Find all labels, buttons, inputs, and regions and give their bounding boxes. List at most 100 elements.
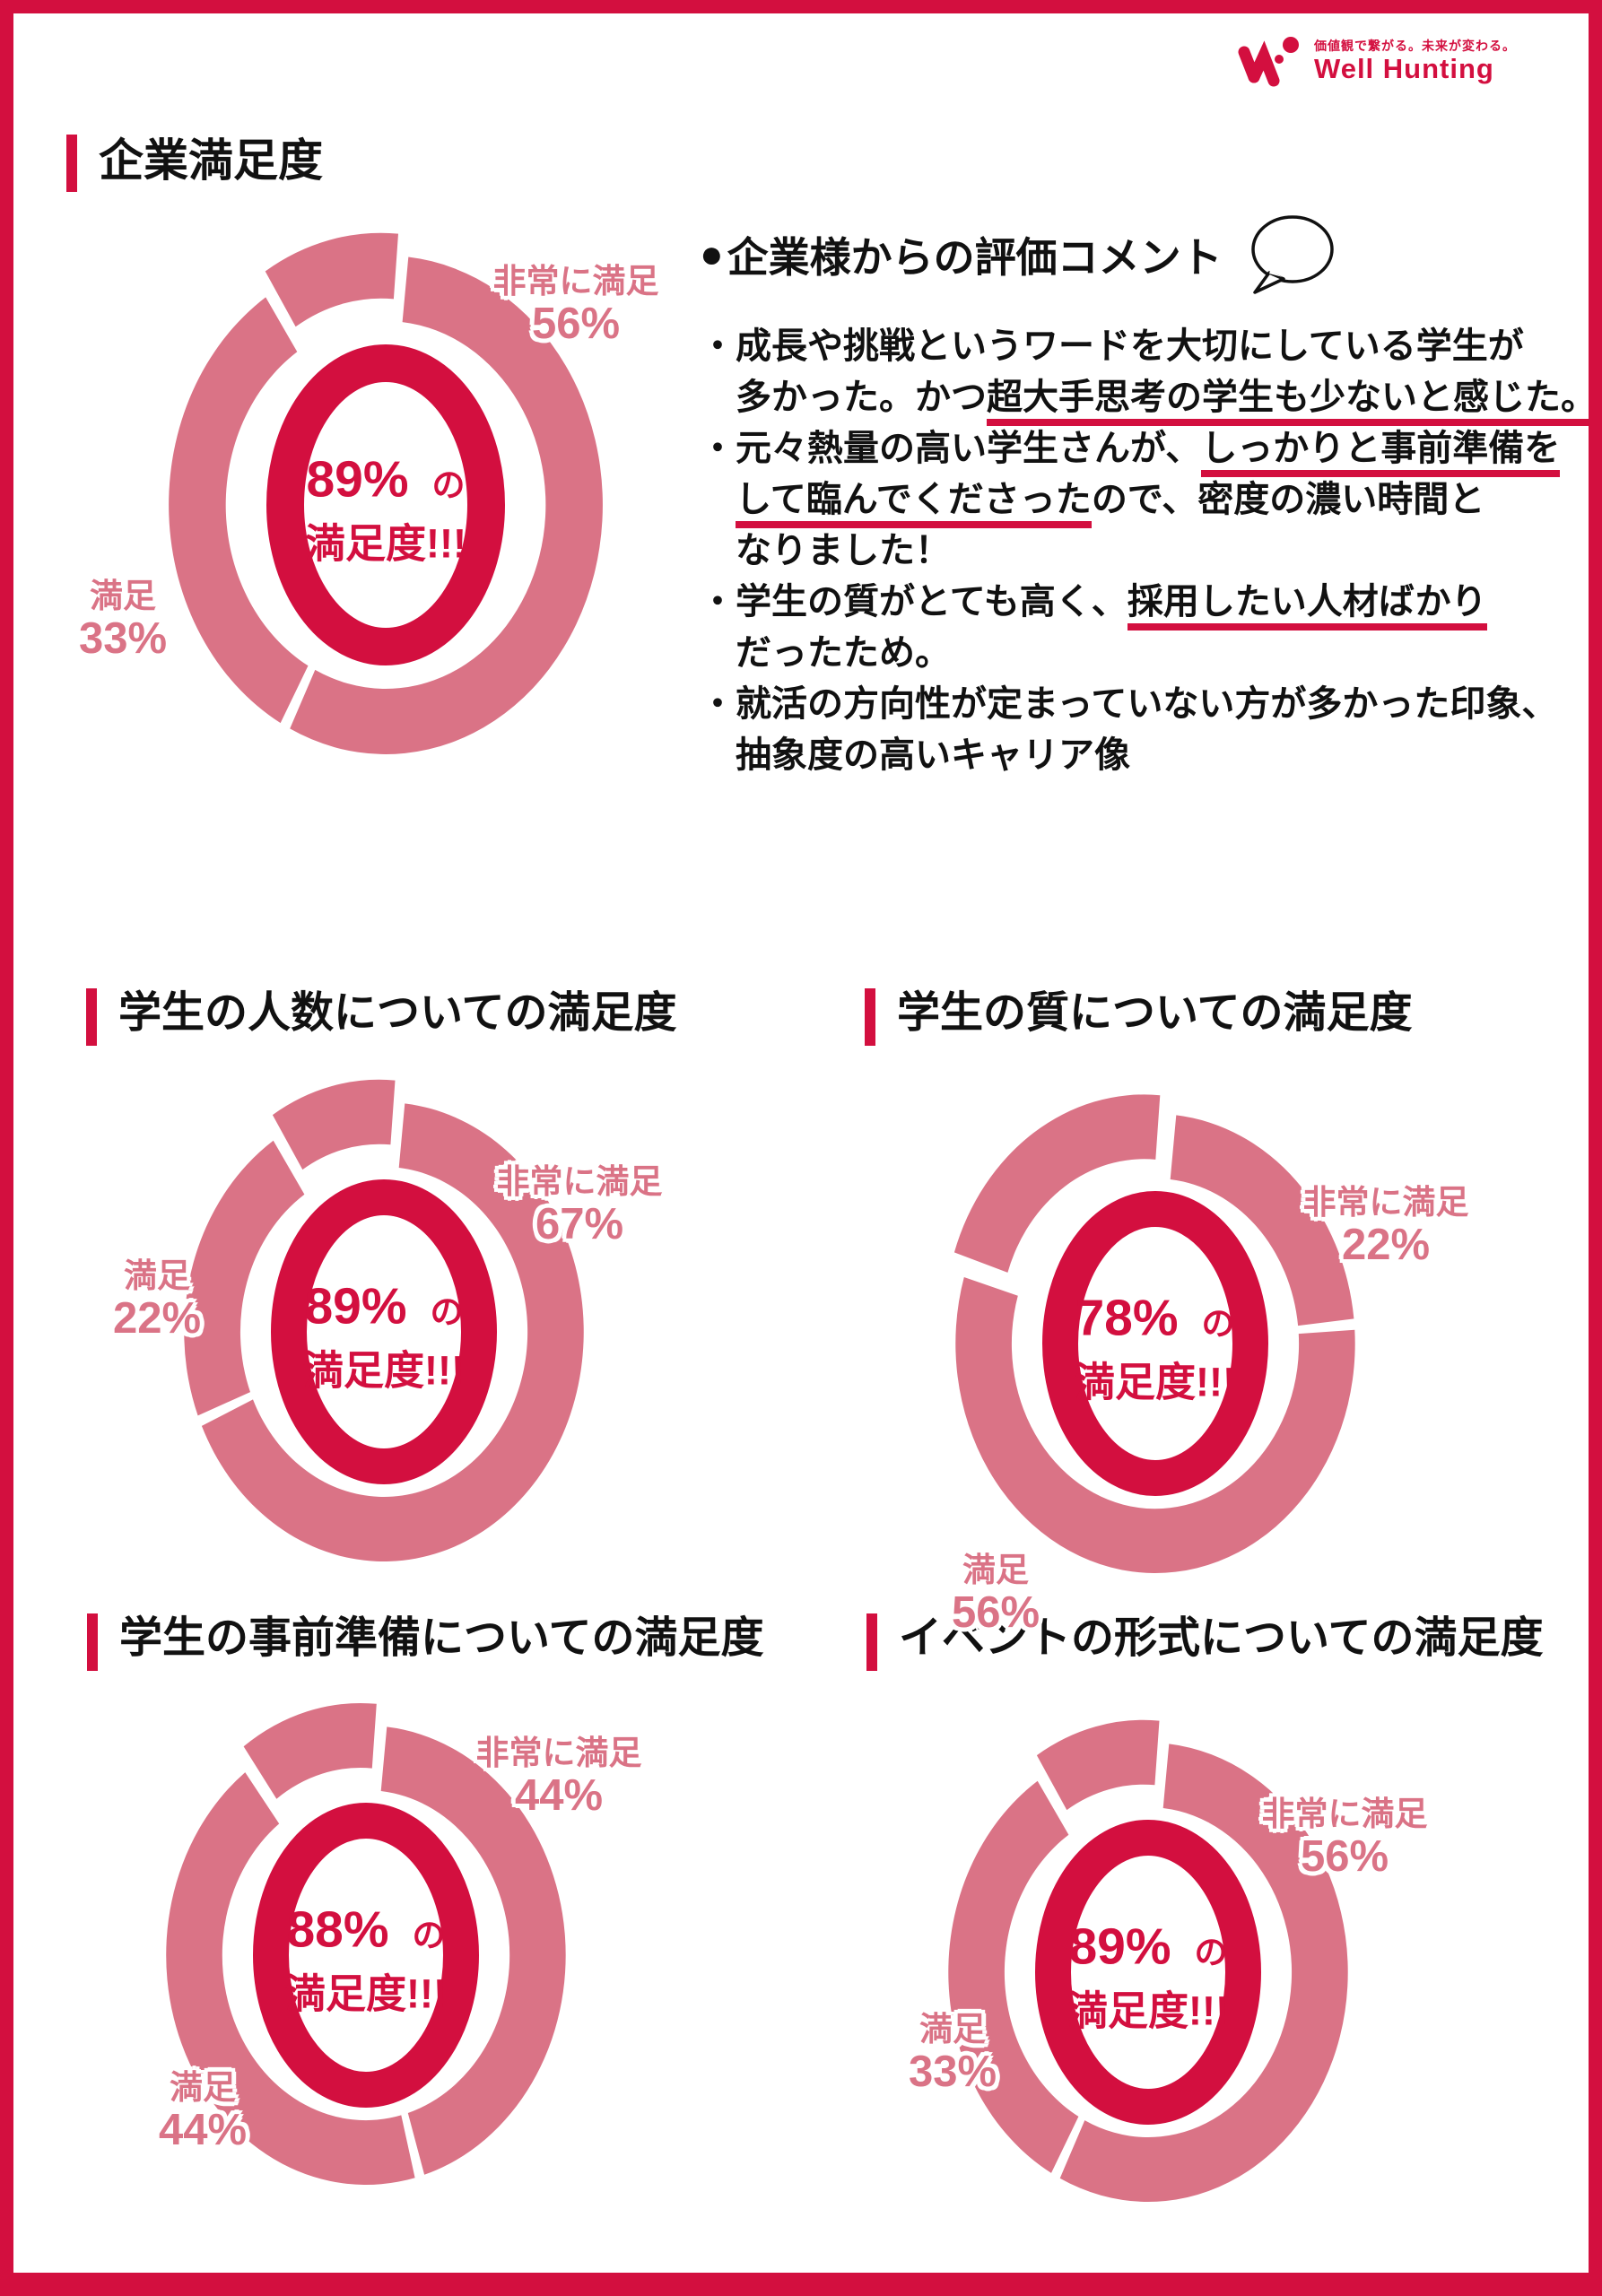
underlined-text: しっかりと事前準備を [1201,429,1561,477]
slice-label-name: 満足 [89,577,156,614]
slice-label-name: 非常に満足 [496,1162,663,1200]
slice-label-percent: 33% [908,2048,997,2097]
donut-inner-ring [1035,1820,1261,2125]
comments-heading: ● 企業様からの評価コメント [700,213,1588,296]
donut-slice-very-satisfied [1170,1115,1354,1326]
center-subtext: 満足度!!! [1067,1987,1229,2034]
donut-center-text: 89% の満足度!!! [987,1914,1310,2039]
label-very-satisfied: 非常に満足 56% [493,263,659,349]
section-title-student-quality: 学生の質についての満足度 [865,987,1413,1046]
donut-slice-satisfied [184,1140,305,1416]
title-accent-bar [866,1613,877,1671]
label-very-satisfied: 非常に満足 44% [476,1735,642,1821]
section-heading: イベントの形式についての満足度 [899,1614,1544,1662]
slice-label-percent: 44% [158,2106,248,2155]
label-satisfied: 満足 33% [79,578,167,664]
comment-line: なりました！ [736,531,951,570]
donut-slice-satisfied [166,1772,415,2186]
center-subtext: 満足度!!! [303,1347,465,1394]
donut-inner-ring [271,1179,497,1484]
donut-slice-satisfied [169,297,309,724]
page-title: 企業満足度 [99,135,323,186]
speech-bubble-icon [1250,215,1334,294]
center-particle: の [412,1917,446,1954]
comments-panel: ● 企業様からの評価コメント ・成長や挑戦というワードを大切にしている学生が多か… [700,213,1597,781]
donut-center-text: 89% の満足度!!! [224,447,547,571]
donut-slice-remainder-exploded [272,1079,396,1170]
comments-list: ・成長や挑戦というワードを大切にしている学生が多かった。かつ超大手思考の学生も少… [700,321,1597,781]
section-title-event-format: イベントの形式についての満足度 [866,1612,1544,1671]
center-subtext: 満足度!!! [305,520,466,567]
slice-label-percent: 44% [514,1771,604,1821]
donut-slice-remainder-exploded [243,1702,377,1799]
donut-slice-remainder-exploded [265,232,398,327]
center-particle: の [430,1293,464,1331]
center-value: 88% [286,1900,389,1959]
comment-line: ・就活の方向性が定まっていない方が多かった印象、 [700,684,1558,724]
comment-line: 抽象度の高いキャリア像 [736,735,1130,775]
center-particle: の [431,466,466,504]
label-satisfied: 満足 22% [113,1257,201,1344]
slice-label-name: 非常に満足 [492,262,659,300]
bullet-circle-icon: ● [700,232,724,276]
logo-tagline: 価値観で繋がる。未来が変わる。 [1314,39,1516,54]
well-hunting-logo: 価値観で繋がる。未来が変わる。 Well Hunting [1237,36,1516,88]
section-heading: 学生の質についての満足度 [897,989,1413,1037]
comment-line: して臨んでくださったので、密度の濃い時間と [700,474,1588,528]
frame-border-top [0,0,1602,13]
donut-slice-very-satisfied [380,1726,566,2175]
label-very-satisfied: 非常に満足 56% [1262,1796,1428,1882]
label-satisfied: 満足 44% [159,2069,247,2155]
donut-slice-satisfied [955,1277,1355,1574]
comment-line: ・学生の質がとても高く、採用したい人材ばかり [700,577,1588,631]
underlined-text: して臨んでくださった [736,480,1092,528]
donut-slice-very-satisfied [1059,1744,1348,2202]
label-very-satisfied: 非常に満足 67% [497,1163,663,1249]
slice-label-percent: 56% [951,1588,1040,1638]
comment-line: 多かった。かつ超大手思考の学生も少ないと感じた。 [700,372,1597,426]
donut-center-text: 88% の満足度!!! [205,1897,527,2022]
donut-slice-very-satisfied [290,257,603,754]
center-subtext: 満足度!!! [285,1970,447,2017]
donut-slice-remainder-exploded [1036,1719,1160,1811]
slice-label-name: 満足 [123,1257,190,1294]
slice-label-percent: 22% [1341,1221,1431,1270]
underlined-text: 採用したい人材ばかり [1127,582,1487,631]
slice-label-percent: 56% [531,300,621,349]
center-particle: の [1201,1305,1235,1343]
slice-label-name: 非常に満足 [1302,1183,1469,1221]
section-title-student-count: 学生の人数についての満足度 [86,987,677,1046]
comment-line: ・元々熱量の高い学生さんが、しっかりと事前準備を [700,423,1588,477]
underlined-text: 超大手思考の学生も少ないと感じた。 [987,378,1597,426]
title-accent-bar [66,135,77,192]
donut-inner-ring [1042,1191,1268,1496]
center-subtext: 満足度!!! [1075,1359,1236,1405]
center-value: 89% [304,1277,407,1335]
center-value: 89% [1068,1918,1171,1976]
slice-label-percent: 67% [535,1200,624,1249]
slice-label-percent: 33% [78,614,168,664]
section-heading: 学生の事前準備についての満足度 [119,1614,764,1662]
slice-label-name: 非常に満足 [475,1734,642,1771]
section-title-overall: 企業満足度 [66,133,323,192]
frame-border-right [1589,0,1602,2296]
label-very-satisfied: 非常に満足 22% [1303,1184,1469,1270]
donut-center-text: 89% の満足度!!! [222,1274,545,1398]
title-accent-bar [86,988,97,1046]
donut-slice-remainder-exploded [953,1094,1161,1273]
donut-slice-very-satisfied [201,1103,584,1562]
slice-label-percent: 22% [112,1294,202,1344]
donut-center-text: 78% の満足度!!! [994,1285,1317,1410]
well-hunting-logo-mark [1238,37,1299,87]
title-accent-bar [865,988,875,1046]
slice-label-name: 満足 [919,2010,986,2048]
frame-bottom-bar [0,2273,1602,2296]
comment-line: ・成長や挑戦というワードを大切にしている学生が [700,326,1524,366]
donut-inner-ring [253,1803,479,2108]
logo-name: Well Hunting [1314,53,1494,85]
title-accent-bar [87,1613,98,1671]
label-satisfied: 満足 56% [952,1552,1040,1638]
slice-label-name: 非常に満足 [1261,1795,1428,1832]
